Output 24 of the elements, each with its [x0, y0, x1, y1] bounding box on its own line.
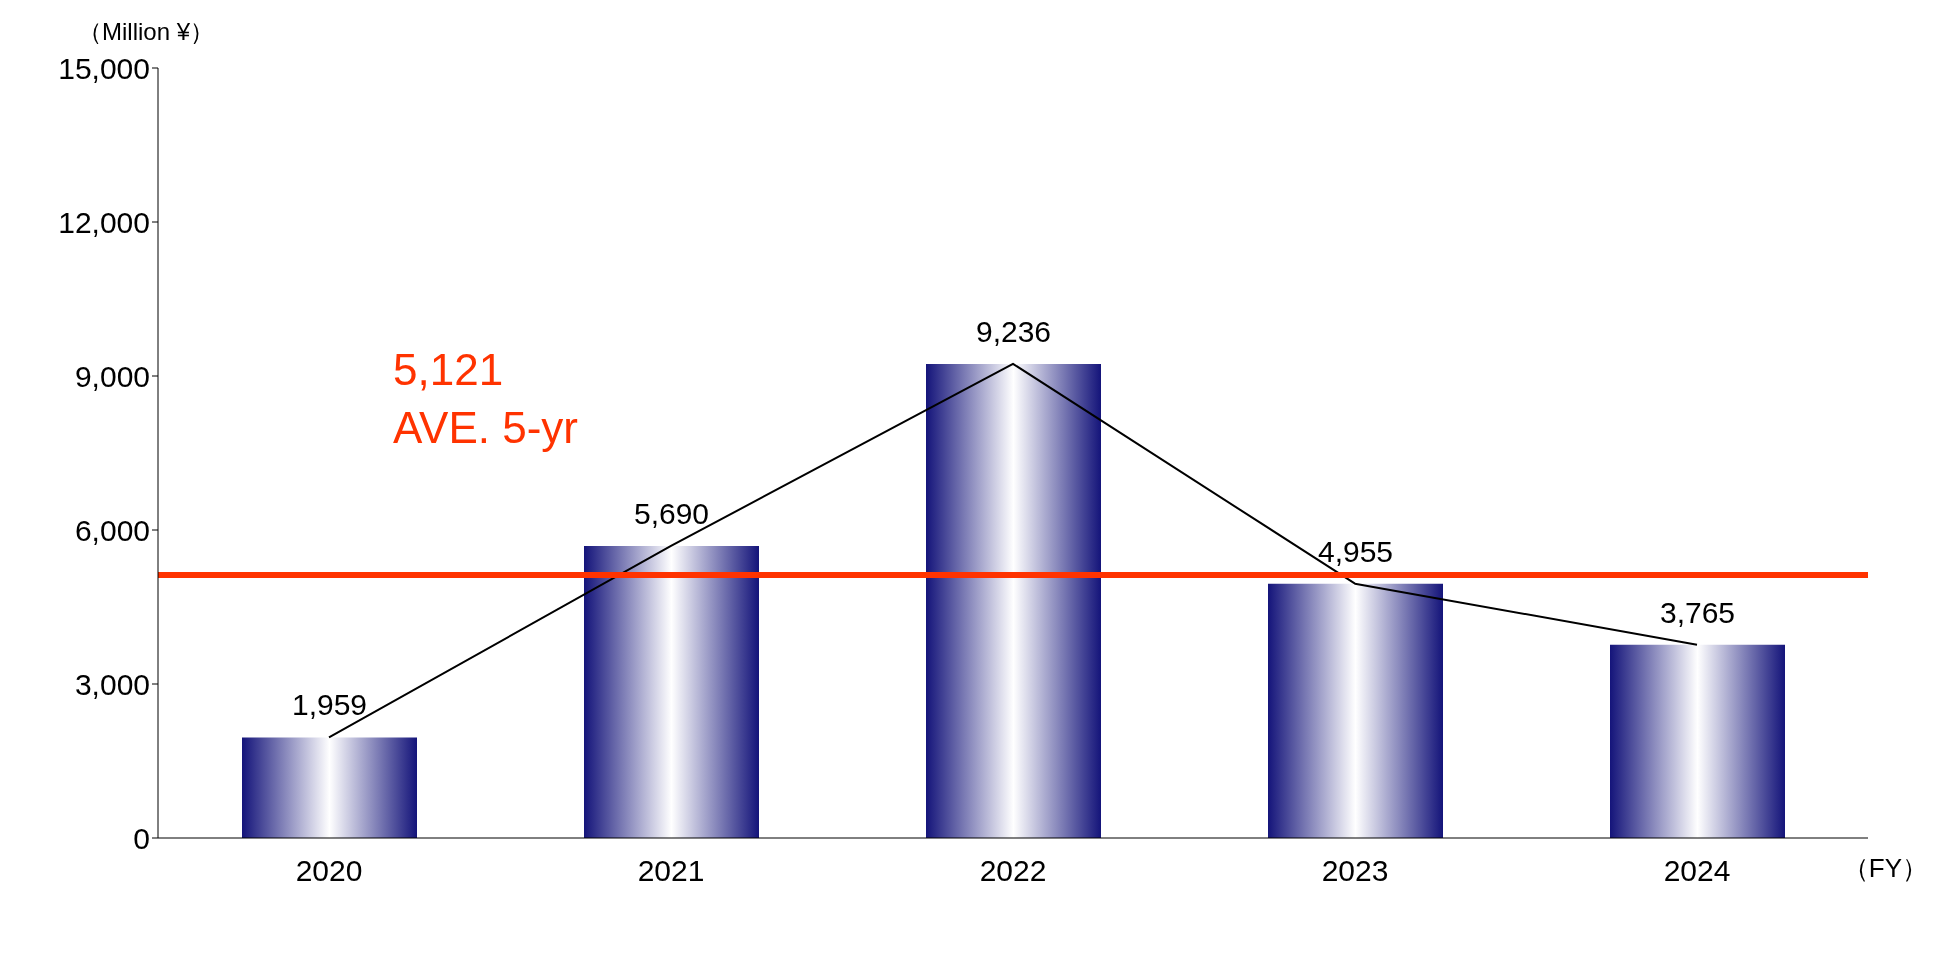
data-label: 4,955	[1317, 534, 1394, 568]
x-tick-label: 2021	[637, 854, 705, 888]
bar	[242, 737, 417, 838]
x-tick-label: 2020	[295, 854, 363, 888]
bar	[1610, 644, 1785, 838]
bar	[926, 363, 1101, 838]
bar	[1268, 583, 1443, 838]
x-tick-label: 2022	[979, 854, 1047, 888]
y-tick-label: 6,000	[74, 513, 150, 547]
ref-line-label: 5,121 AVE. 5-yr	[393, 345, 579, 453]
y-tick-label: 3,000	[74, 667, 150, 701]
x-tick-label: 2024	[1663, 854, 1731, 888]
y-axis-title: （Million ¥）	[78, 17, 215, 47]
y-tick-label: 0	[133, 821, 150, 855]
y-tick-label: 12,000	[58, 205, 150, 239]
x-tick-label: 2023	[1321, 854, 1389, 888]
data-label: 3,765	[1659, 595, 1736, 629]
data-label: 1,959	[291, 688, 368, 722]
y-tick-label: 9,000	[74, 359, 150, 393]
bar	[584, 545, 759, 838]
data-label: 9,236	[975, 314, 1052, 348]
y-tick-label: 15,000	[58, 51, 150, 85]
data-label: 5,690	[633, 496, 710, 530]
x-axis-title: （FY）	[1842, 852, 1928, 885]
